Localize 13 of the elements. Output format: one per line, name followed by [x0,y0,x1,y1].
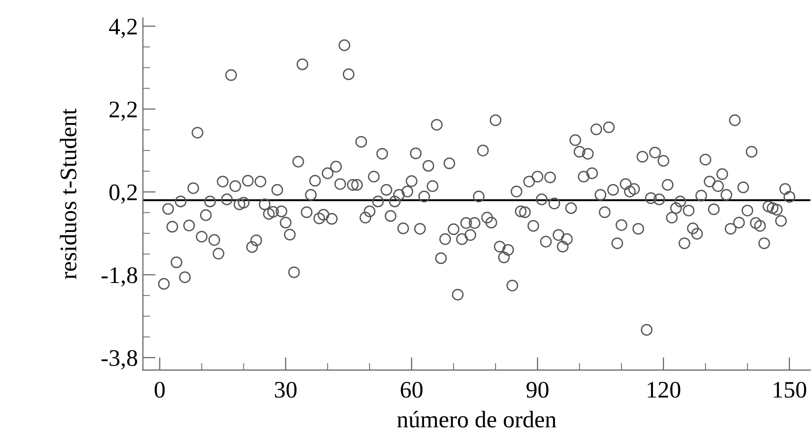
x-tick-label: 60 [400,382,422,398]
y-axis-title: residuos t-Student [60,108,76,280]
y-tick-label: 0,2 [109,184,137,204]
x-tick-label: 30 [274,382,297,398]
x-tick-label: 90 [526,382,548,398]
x-tick-label: 0 [154,382,165,398]
x-tick-label: 150 [774,382,806,398]
x-tick-label: 120 [648,382,680,398]
y-tick-label: -1,8 [102,267,138,287]
y-tick-label: 2,2 [110,102,137,121]
x-axis-title: número de orden [397,410,556,428]
y-tick-label: -3,8 [102,350,138,370]
y-tick-label: 4,2 [109,18,137,38]
